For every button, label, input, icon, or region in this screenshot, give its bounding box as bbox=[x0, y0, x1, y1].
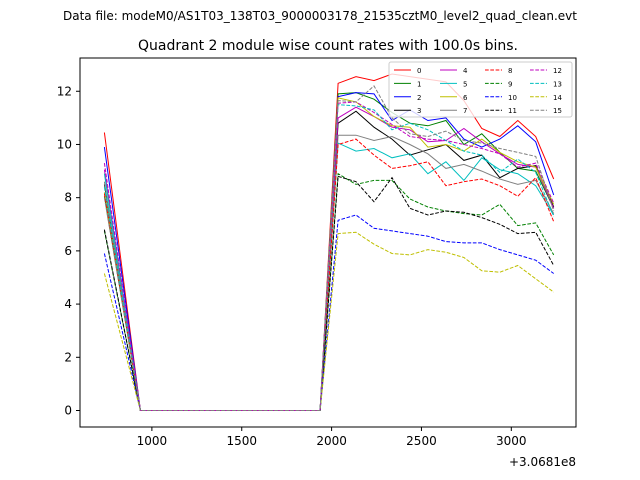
x-tick-label: 1500 bbox=[226, 434, 257, 448]
y-tick-label: 8 bbox=[64, 191, 72, 205]
x-offset-label: +3.0681e8 bbox=[509, 455, 576, 469]
y-tick-label: 6 bbox=[64, 244, 72, 258]
legend-label-14: 14 bbox=[553, 94, 562, 102]
legend-frame bbox=[388, 61, 573, 118]
series-line-9 bbox=[103, 172, 555, 411]
legend-label-9: 9 bbox=[508, 80, 512, 88]
legend-label-10: 10 bbox=[508, 94, 517, 102]
series-line-12 bbox=[103, 101, 555, 411]
legend-label-15: 15 bbox=[553, 107, 562, 115]
legend-label-8: 8 bbox=[508, 67, 512, 75]
legend-label-3: 3 bbox=[417, 107, 421, 115]
legend-label-7: 7 bbox=[463, 107, 467, 115]
y-tick-label: 0 bbox=[64, 404, 72, 418]
y-tick-label: 2 bbox=[64, 350, 72, 364]
legend-label-12: 12 bbox=[553, 67, 562, 75]
x-axis: 1000 1500 2000 2500 3000 bbox=[137, 427, 527, 448]
chart-title: Quadrant 2 module wise count rates with … bbox=[138, 38, 518, 54]
series-group bbox=[103, 73, 555, 411]
y-tick-label: 4 bbox=[64, 297, 72, 311]
legend-label-4: 4 bbox=[463, 67, 468, 75]
legend-label-2: 2 bbox=[417, 94, 421, 102]
series-line-11 bbox=[103, 175, 555, 411]
x-tick-label: 2000 bbox=[316, 434, 347, 448]
series-line-14 bbox=[103, 231, 554, 411]
y-tick-label: 10 bbox=[57, 137, 72, 151]
x-tick-label: 2500 bbox=[406, 434, 437, 448]
legend-label-0: 0 bbox=[417, 67, 421, 75]
legend-label-1: 1 bbox=[417, 80, 421, 88]
y-axis: 0 2 4 6 8 10 12 bbox=[57, 84, 80, 418]
y-tick-label: 12 bbox=[57, 84, 72, 98]
series-line-15 bbox=[103, 85, 555, 411]
plot-area bbox=[79, 57, 577, 428]
x-tick-label: 1000 bbox=[137, 434, 168, 448]
legend-label-6: 6 bbox=[463, 94, 468, 102]
legend-label-13: 13 bbox=[553, 80, 562, 88]
figure-suptitle: Data file: modeM0/AS1T03_138T03_90000031… bbox=[63, 9, 577, 23]
x-tick-label: 3000 bbox=[496, 434, 527, 448]
legend-label-11: 11 bbox=[508, 107, 517, 115]
plot-frame bbox=[79, 57, 577, 428]
legend-label-5: 5 bbox=[463, 80, 467, 88]
